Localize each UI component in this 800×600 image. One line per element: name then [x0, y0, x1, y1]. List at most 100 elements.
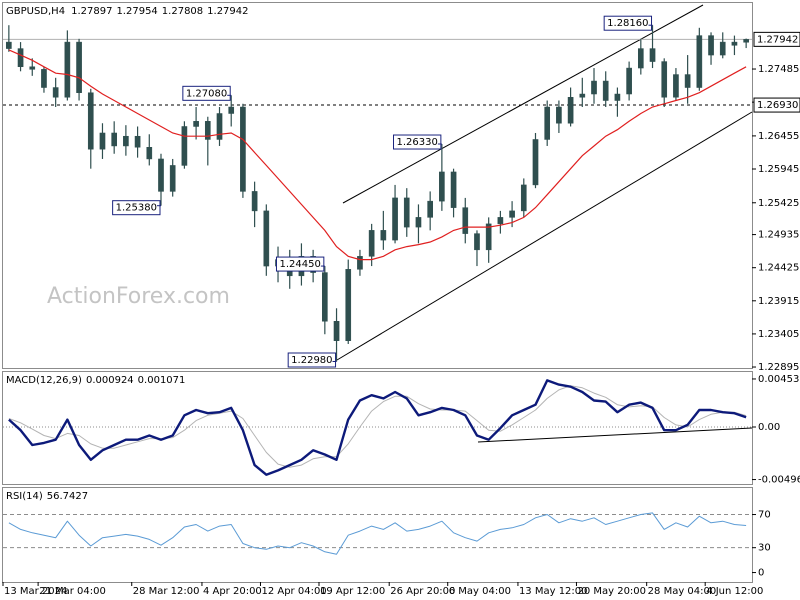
- candle-body: [696, 35, 703, 88]
- candle-body: [544, 106, 551, 140]
- title-symbol: GBPUSD,H4: [6, 6, 65, 17]
- channel-lower: [336, 111, 753, 361]
- macd-value: 0.000924: [86, 375, 134, 386]
- rsi-panel-frame: [2, 487, 753, 583]
- candle-body: [193, 121, 199, 127]
- y-tick-label: 1.24935: [758, 230, 799, 241]
- candle-body: [41, 69, 47, 88]
- candle-body: [17, 48, 24, 68]
- candle-body: [403, 197, 410, 228]
- x-tick-label: 26 Apr 20:00: [390, 586, 455, 597]
- candle-body: [497, 217, 504, 225]
- macd-title: MACD(12,26,9) 0.000924 0.001071: [6, 375, 185, 386]
- annotation: 1.24450: [275, 256, 325, 272]
- signal-value: 0.001071: [138, 375, 186, 386]
- macd-trendline: [477, 427, 753, 443]
- candle-body: [240, 106, 246, 192]
- annotation-label: 1.25380: [116, 203, 157, 214]
- x-tick-label: 28 May 04:00: [648, 586, 717, 597]
- candle-body: [87, 92, 94, 150]
- candle-body: [123, 135, 129, 147]
- annotation-label: 1.27080: [186, 88, 227, 99]
- title-open: 1.27897: [71, 6, 112, 17]
- candle-body: [322, 272, 328, 322]
- candle-body: [111, 132, 118, 147]
- candle-body: [99, 132, 106, 150]
- annotation-box: [393, 134, 442, 150]
- x-tick-label: 20 May 20:00: [577, 586, 646, 597]
- y-tick-label: 1.24425: [758, 263, 799, 274]
- candle-body: [649, 48, 656, 62]
- level-label: 1.26930: [757, 100, 798, 111]
- x-tick-label: 12 Apr 04:00: [261, 586, 326, 597]
- candle-body: [158, 158, 164, 192]
- price-panel-frame: [2, 2, 753, 369]
- title-low: 1.27808: [162, 6, 203, 17]
- y-tick-label: 1.23915: [758, 296, 799, 307]
- current-price-label: 1.27942: [757, 34, 798, 45]
- x-tick-label: 4 Jun 12:00: [706, 586, 763, 597]
- level-label-box: [753, 97, 800, 113]
- candle-body: [357, 256, 363, 270]
- candle-body: [228, 106, 235, 114]
- candle-body: [556, 106, 562, 124]
- candle-body: [427, 200, 433, 218]
- candle-body: [602, 80, 609, 101]
- rsi-value: 56.7427: [47, 491, 88, 502]
- annotation-box: [182, 85, 231, 101]
- candle-body: [29, 66, 36, 70]
- candle-body: [567, 97, 574, 124]
- candle-body: [368, 230, 375, 257]
- x-tick-label: 6 May 04:00: [449, 586, 511, 597]
- candle-body: [251, 191, 258, 212]
- indicator-line: [8, 385, 747, 468]
- annotation-box: [287, 352, 337, 368]
- x-tick-label: 4 Apr 20:00: [203, 586, 262, 597]
- candle-body: [532, 139, 539, 186]
- y-tick-label: 1.22895: [758, 362, 799, 373]
- y-tick-label: 0: [758, 568, 764, 579]
- candle-body: [333, 321, 340, 341]
- candle-body: [392, 197, 398, 241]
- annotation: 1.27080: [182, 85, 232, 101]
- annotation-box: [275, 256, 325, 272]
- y-tick-label: 1.25945: [758, 164, 799, 175]
- annotation: 1.22980: [287, 352, 337, 368]
- candle-body: [263, 210, 270, 267]
- candle-body: [731, 41, 738, 46]
- candle-body: [380, 230, 387, 241]
- channel-upper: [342, 4, 704, 204]
- candle-body: [439, 171, 445, 202]
- candle-body: [415, 217, 422, 228]
- annotation: 1.26330: [393, 134, 442, 150]
- watermark: ActionForex.com: [47, 284, 230, 309]
- title-high: 1.27954: [116, 6, 157, 17]
- candle-body: [216, 113, 223, 140]
- moving-average: [8, 49, 747, 261]
- candle-body: [181, 126, 188, 166]
- x-tick-label: 28 Mar 12:00: [133, 586, 200, 597]
- candle-body: [64, 41, 71, 98]
- candle-body: [743, 39, 749, 43]
- candle-body: [708, 35, 714, 56]
- indicator-line: [8, 379, 747, 476]
- annotation-label: 1.22980: [291, 355, 332, 366]
- indicator-line: [8, 512, 747, 555]
- price-title: GBPUSD,H4 1.27897 1.27954 1.27808 1.27942: [6, 6, 249, 17]
- candle-body: [204, 121, 211, 140]
- y-tick-label: 70: [758, 510, 771, 521]
- candle-body: [345, 269, 352, 341]
- candle-body: [626, 67, 632, 95]
- candle-body: [520, 184, 527, 212]
- rsi-title: RSI(14) 56.7427: [6, 491, 88, 502]
- candle-body: [719, 41, 726, 56]
- annotation-box: [112, 200, 161, 216]
- rsi-name: RSI(14): [6, 491, 43, 502]
- candle-body: [134, 135, 141, 148]
- x-tick-label: 13 May 12:00: [519, 586, 588, 597]
- candle-body: [52, 87, 59, 98]
- current-price-box: [753, 31, 800, 47]
- y-tick-label: 30: [758, 543, 771, 554]
